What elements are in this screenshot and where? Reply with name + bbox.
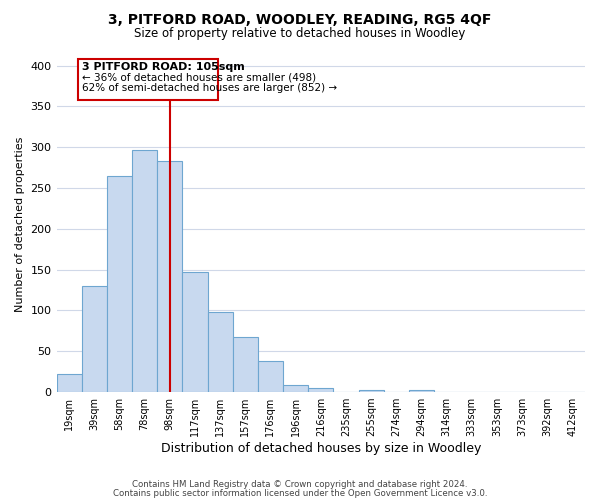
Text: 3 PITFORD ROAD: 105sqm: 3 PITFORD ROAD: 105sqm (82, 62, 244, 72)
Bar (308, 388, 334, 392)
Text: 62% of semi-detached houses are larger (852) →: 62% of semi-detached houses are larger (… (82, 83, 337, 93)
Bar (132, 150, 157, 392)
Bar (208, 312, 233, 392)
Text: Contains HM Land Registry data © Crown copyright and database right 2024.: Contains HM Land Registry data © Crown c… (132, 480, 468, 489)
Text: Contains public sector information licensed under the Open Government Licence v3: Contains public sector information licen… (113, 488, 487, 498)
Bar (157, 161, 182, 392)
Bar (409, 390, 434, 392)
X-axis label: Distribution of detached houses by size in Woodley: Distribution of detached houses by size … (161, 442, 481, 455)
Bar (359, 390, 383, 392)
Text: 3, PITFORD ROAD, WOODLEY, READING, RG5 4QF: 3, PITFORD ROAD, WOODLEY, READING, RG5 4… (109, 12, 491, 26)
FancyBboxPatch shape (78, 59, 218, 100)
Text: ← 36% of detached houses are smaller (498): ← 36% of detached houses are smaller (49… (82, 72, 316, 82)
Bar (283, 384, 308, 392)
Bar (258, 361, 283, 392)
Bar (56, 374, 82, 392)
Y-axis label: Number of detached properties: Number of detached properties (15, 137, 25, 312)
Bar (182, 272, 208, 392)
Text: Size of property relative to detached houses in Woodley: Size of property relative to detached ho… (134, 28, 466, 40)
Bar (82, 286, 107, 392)
Bar (233, 338, 258, 392)
Bar (107, 176, 132, 392)
